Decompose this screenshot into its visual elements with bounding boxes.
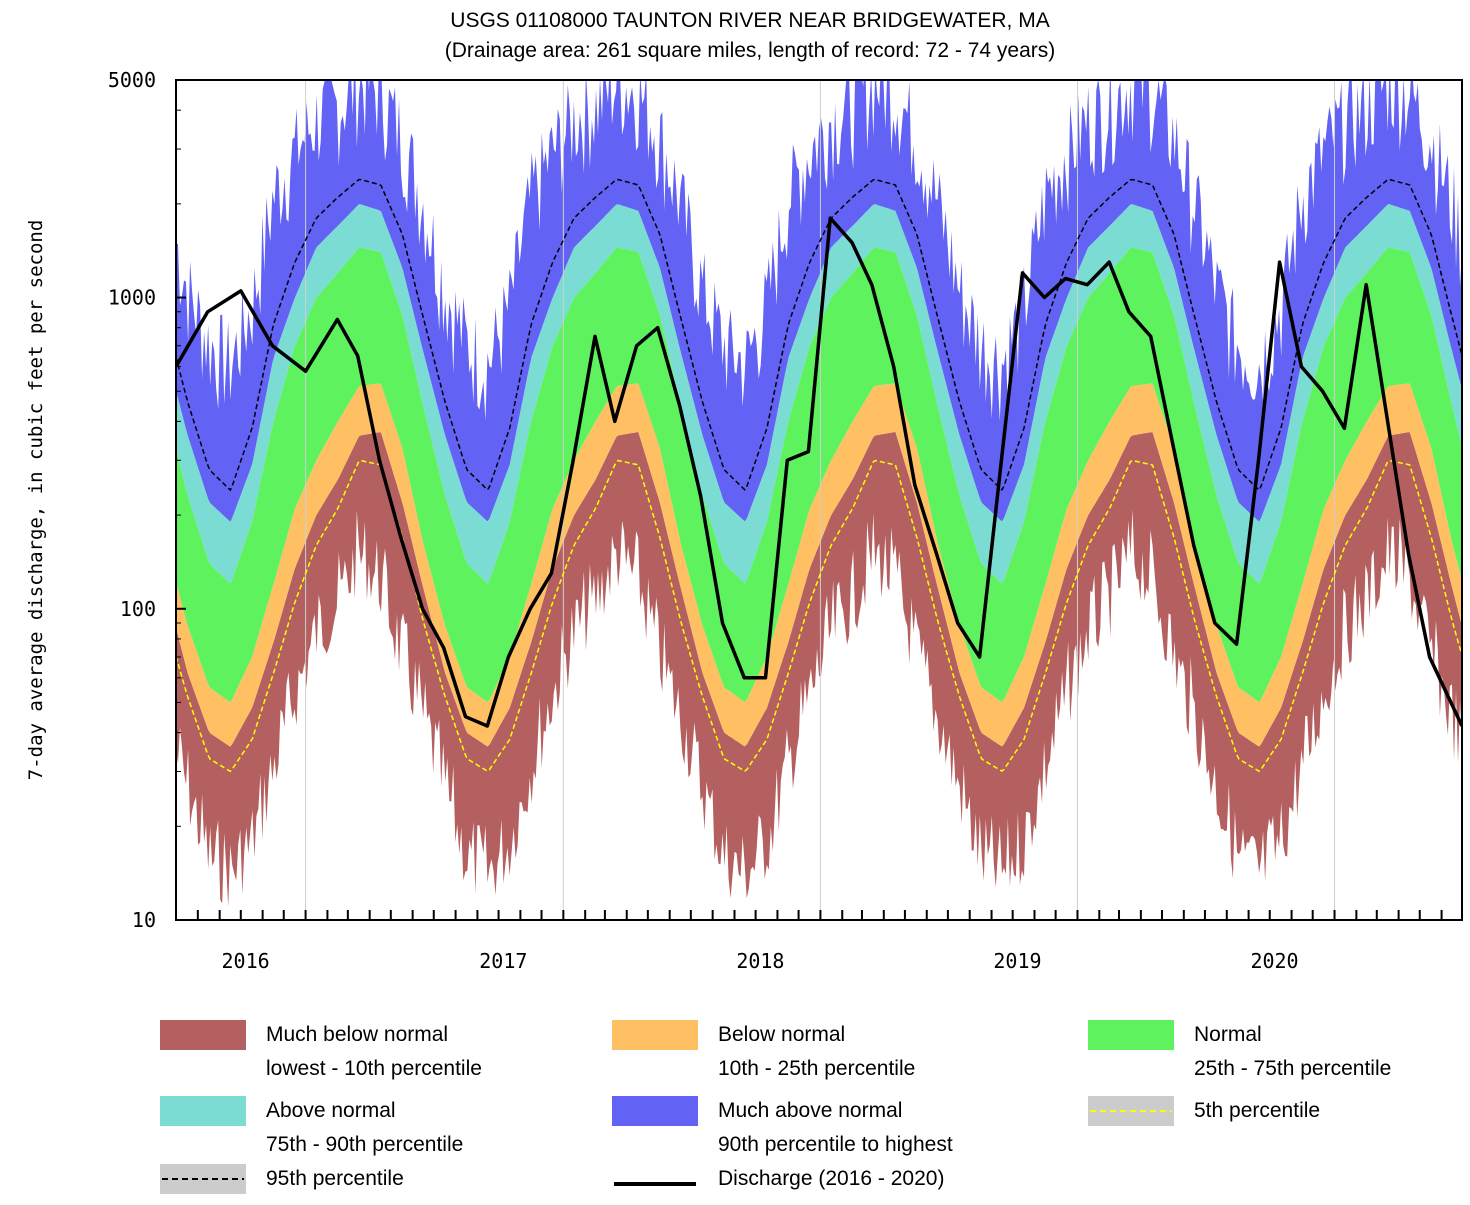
legend-label: Much above normal	[718, 1099, 903, 1122]
chart-subtitle: (Drainage area: 261 square miles, length…	[444, 39, 1056, 62]
line-95th-percentile	[176, 178, 1462, 492]
legend-label: Much below normal	[266, 1023, 449, 1046]
x-tick-label: 2017	[479, 949, 527, 973]
legend-swatch-95th	[160, 1164, 246, 1194]
legend-sublabel: 75th - 90th percentile	[266, 1133, 464, 1156]
band-normal	[176, 247, 1462, 703]
x-tick-label: 2016	[222, 949, 270, 973]
x-tick-label: 2018	[736, 949, 784, 973]
legend-label: Below normal	[718, 1023, 846, 1046]
x-tick-label: 2019	[993, 949, 1041, 973]
band-above-normal	[176, 204, 1462, 584]
legend-label: Normal	[1194, 1023, 1262, 1046]
legend-label: Above normal	[266, 1099, 396, 1122]
legend-sublabel: 90th percentile to highest	[718, 1133, 953, 1156]
legend-label: 5th percentile	[1194, 1099, 1321, 1122]
legend: Much below normal lowest - 10th percentil…	[0, 1018, 1470, 1200]
discharge-series	[176, 216, 1462, 728]
y-tick-label: 5000	[108, 68, 156, 92]
legend-swatch-5th	[1088, 1096, 1174, 1126]
legend-swatch-much-above	[612, 1096, 698, 1126]
y-tick-label: 100	[120, 597, 156, 621]
legend-sublabel: 25th - 75th percentile	[1194, 1057, 1392, 1080]
plot-frame	[175, 79, 1463, 921]
x-tick-label: 2020	[1250, 949, 1298, 973]
legend-swatch-below	[612, 1020, 698, 1050]
hydrograph-chart: 10 100 1000 5000 2016 2017 2018 2019 2020 7-day…	[25, 68, 1463, 973]
percentile-bands	[176, 80, 1462, 907]
legend-swatch-discharge	[612, 1164, 698, 1194]
percentile-lines	[176, 178, 1462, 773]
line-5th-percentile	[176, 459, 1462, 773]
y-axis-label: 7-day average discharge, in cubic feet p…	[25, 220, 47, 781]
y-tick-label: 10	[132, 908, 156, 932]
legend-label: 95th percentile	[266, 1167, 404, 1190]
legend-label: Discharge (2016 - 2020)	[718, 1167, 945, 1190]
legend-sublabel: lowest - 10th percentile	[266, 1057, 482, 1080]
band-much-below-normal	[176, 431, 1462, 907]
band-much-above-normal	[176, 80, 1462, 522]
y-axis: 10 100 1000 5000	[108, 68, 186, 932]
legend-sublabel: 10th - 25th percentile	[718, 1057, 916, 1080]
legend-swatch-normal	[1088, 1020, 1174, 1050]
year-gridlines	[305, 80, 1336, 920]
discharge-line	[176, 216, 1462, 728]
legend-swatch-above	[160, 1096, 246, 1126]
legend-swatch-much-below	[160, 1020, 246, 1050]
chart-title-block: USGS 01108000 TAUNTON RIVER NEAR BRIDGEW…	[0, 6, 1470, 66]
chart-title: USGS 01108000 TAUNTON RIVER NEAR BRIDGEW…	[450, 9, 1050, 32]
x-axis: 2016 2017 2018 2019 2020	[175, 910, 1443, 973]
y-tick-label: 1000	[108, 286, 156, 310]
